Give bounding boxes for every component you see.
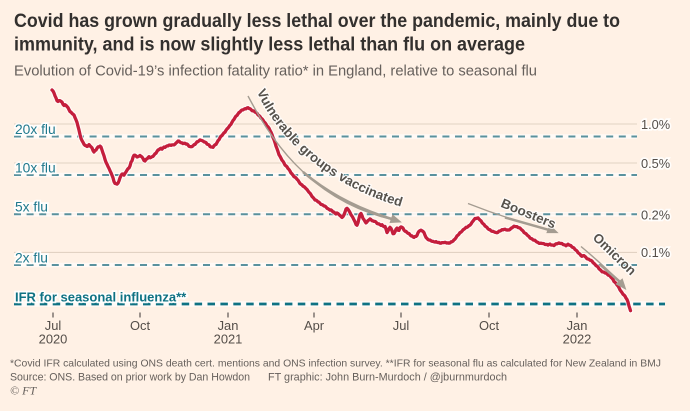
svg-text:Jul: Jul	[45, 318, 61, 333]
svg-text:FT graphic: John Burn-Murdoch: FT graphic: John Burn-Murdoch / @jburnmu…	[268, 372, 507, 384]
svg-text:10x flu: 10x flu	[15, 161, 56, 176]
svg-text:IFR for seasonal influenza**: IFR for seasonal influenza**	[15, 289, 187, 304]
svg-text:Apr: Apr	[304, 318, 325, 333]
svg-text:5x flu: 5x flu	[15, 200, 48, 215]
svg-text:0.1%: 0.1%	[641, 245, 670, 260]
svg-text:immunity, and is now slightly: immunity, and is now slightly less letha…	[14, 34, 525, 56]
svg-text:Jul: Jul	[393, 318, 409, 333]
svg-text:© FT: © FT	[10, 384, 37, 398]
svg-text:20x flu: 20x flu	[15, 122, 56, 137]
svg-text:Oct: Oct	[130, 318, 150, 333]
svg-text:Covid has grown gradually less: Covid has grown gradually less lethal ov…	[14, 10, 620, 32]
svg-text:0.5%: 0.5%	[641, 156, 670, 171]
svg-text:Jan: Jan	[567, 318, 588, 333]
svg-text:Evolution of Covid-19’s infect: Evolution of Covid-19’s infection fatali…	[14, 64, 537, 80]
svg-text:2020: 2020	[39, 332, 68, 347]
svg-text:Source: ONS. Based on prior wo: Source: ONS. Based on prior work by Dan …	[10, 372, 250, 384]
svg-text:*Covid IFR calculated using ON: *Covid IFR calculated using ONS death ce…	[10, 359, 661, 370]
svg-text:Jan: Jan	[218, 318, 239, 333]
svg-text:2022: 2022	[563, 332, 592, 347]
svg-text:2x flu: 2x flu	[15, 251, 48, 266]
svg-text:0.2%: 0.2%	[641, 207, 670, 222]
svg-text:1.0%: 1.0%	[641, 117, 670, 132]
svg-text:2021: 2021	[214, 332, 243, 347]
svg-text:Oct: Oct	[479, 318, 499, 333]
